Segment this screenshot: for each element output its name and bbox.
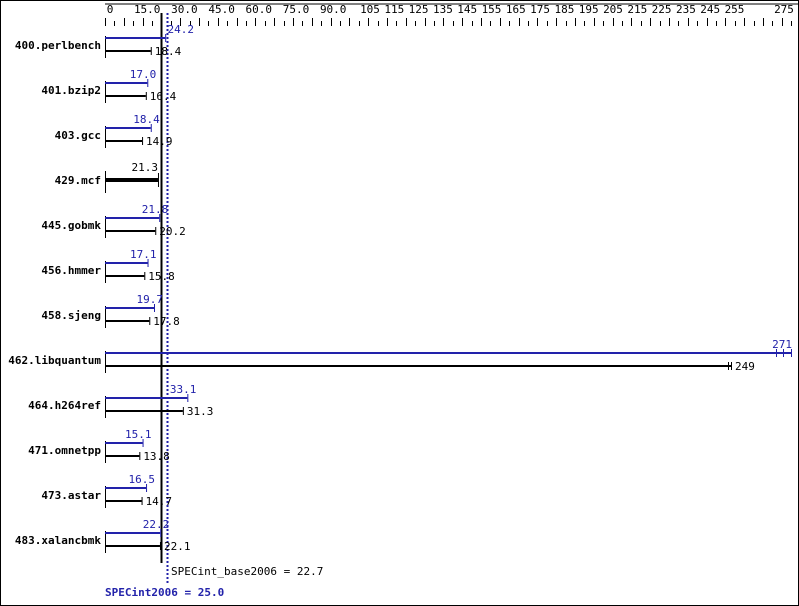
bar-label-peak: 18.4 <box>133 113 160 126</box>
benchmark-label: 483.xalancbmk <box>15 534 101 547</box>
benchmark-label: 456.hmmer <box>41 264 101 277</box>
x-tick-label: 185 <box>554 3 574 16</box>
x-tick-label: 45.0 <box>208 3 235 16</box>
benchmark-label: 400.perlbench <box>15 39 101 52</box>
x-tick-label: 75.0 <box>283 3 310 16</box>
bar-label-peak: 33.1 <box>170 383 197 396</box>
benchmark-label: 403.gcc <box>55 129 101 142</box>
bar-label-base: 31.3 <box>187 405 214 418</box>
x-tick-label: 145 <box>457 3 477 16</box>
bar-label-base: 17.8 <box>153 315 180 328</box>
x-tick-label: 0 <box>107 3 114 16</box>
x-tick-label: 30.0 <box>171 3 198 16</box>
bar-label-peak: 21.8 <box>142 203 169 216</box>
x-tick-label: 125 <box>409 3 429 16</box>
benchmark-label: 473.astar <box>41 489 101 502</box>
x-tick-label: 165 <box>506 3 526 16</box>
bar-label-peak: 17.1 <box>130 248 157 261</box>
benchmark-label: 464.h264ref <box>28 399 101 412</box>
x-tick-label: 105 <box>360 3 380 16</box>
x-tick-label: 90.0 <box>320 3 347 16</box>
bar-label-base: 13.8 <box>143 450 170 463</box>
bar-label-peak: 17.0 <box>130 68 157 81</box>
x-tick-label: 275 <box>774 3 794 16</box>
bar-label-base: 20.2 <box>159 225 186 238</box>
benchmark-label: 471.omnetpp <box>28 444 101 457</box>
benchmark-label: 401.bzip2 <box>41 84 101 97</box>
bar-label-base: 14.9 <box>146 135 173 148</box>
bar-label-base: 249 <box>735 360 755 373</box>
bar-label-peak: 19.7 <box>136 293 163 306</box>
bar-label-base: 14.7 <box>146 495 173 508</box>
benchmark-label: 429.mcf <box>55 174 101 187</box>
x-tick-label: 245 <box>700 3 720 16</box>
base-score-label: SPECint_base2006 = 22.7 <box>171 565 323 578</box>
bar-label-base: 21.3 <box>131 161 158 174</box>
x-tick-label: 135 <box>433 3 453 16</box>
x-tick-label: 255 <box>725 3 745 16</box>
bar-label-peak: 271 <box>772 338 792 351</box>
x-tick-label: 235 <box>676 3 696 16</box>
peak-score-label: SPECint2006 = 25.0 <box>105 586 224 599</box>
x-tick-label: 15.0 <box>134 3 161 16</box>
x-tick-label: 60.0 <box>246 3 273 16</box>
bar-label-peak: 15.1 <box>125 428 152 441</box>
bar-label-peak: 22.2 <box>143 518 170 531</box>
bar-label-base: 18.4 <box>155 45 182 58</box>
bar-label-peak: 24.2 <box>168 23 195 36</box>
x-tick-label: 195 <box>579 3 599 16</box>
x-tick-label: 115 <box>384 3 404 16</box>
benchmark-label: 462.libquantum <box>8 354 101 367</box>
x-tick-label: 205 <box>603 3 623 16</box>
benchmark-label: 445.gobmk <box>41 219 101 232</box>
x-tick-label: 175 <box>530 3 550 16</box>
x-tick-label: 155 <box>482 3 502 16</box>
x-tick-label: 215 <box>627 3 647 16</box>
bar-label-base: 16.4 <box>150 90 177 103</box>
bar-label-base: 22.1 <box>164 540 191 553</box>
bar-label-peak: 16.5 <box>129 473 156 486</box>
bar-label-base: 15.8 <box>148 270 175 283</box>
benchmark-label: 458.sjeng <box>41 309 101 322</box>
x-tick-label: 225 <box>652 3 672 16</box>
